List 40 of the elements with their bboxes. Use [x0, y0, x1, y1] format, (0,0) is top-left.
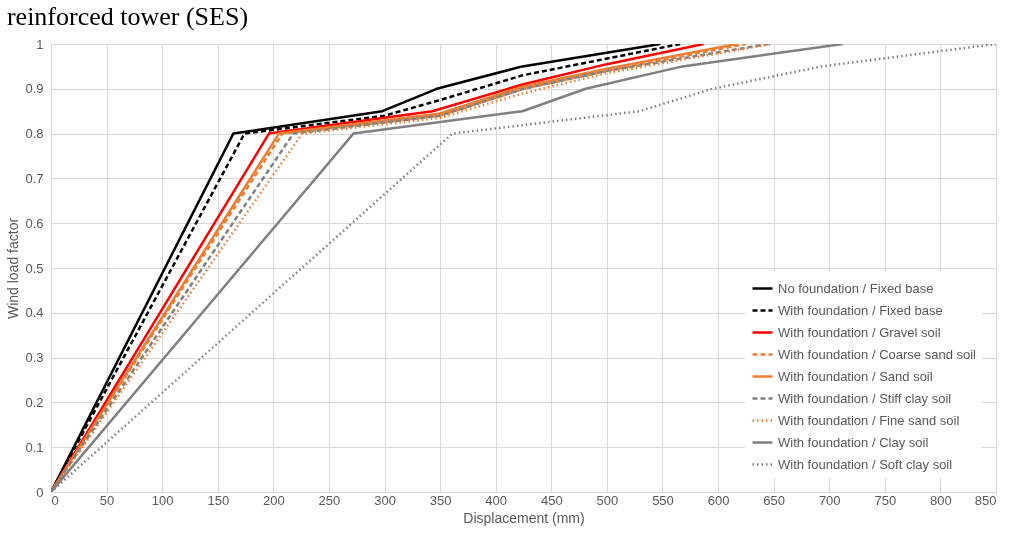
x-tick-label: 200	[263, 492, 285, 508]
legend-label: With foundation / Sand soil	[778, 368, 933, 384]
legend-label: With foundation / Clay soil	[778, 434, 929, 450]
x-tick-label: 500	[596, 492, 619, 508]
y-tick-label: 0.2	[25, 394, 44, 410]
x-tick-label: 100	[151, 492, 174, 508]
y-tick-label: 0.3	[25, 350, 44, 366]
x-tick-label: 350	[429, 492, 452, 508]
y-tick-label: 0.4	[25, 305, 44, 321]
y-tick-label: 0.8	[25, 126, 44, 142]
x-tick-label: 0	[51, 492, 59, 508]
x-axis-title: Displacement (mm)	[463, 509, 585, 526]
x-tick-label: 300	[374, 492, 396, 508]
x-tick-label: 150	[207, 492, 230, 508]
y-tick-label: 0.6	[25, 215, 44, 231]
legend-label: With foundation / Gravel soil	[778, 324, 941, 340]
x-tick-label: 250	[318, 492, 341, 508]
legend-label: With foundation / Stiff clay soil	[778, 390, 952, 406]
y-tick-label: 1	[36, 36, 44, 52]
x-tick-label: 50	[99, 492, 115, 508]
y-axis-title: Wind load factor	[5, 217, 22, 320]
x-tick-label: 850	[974, 492, 997, 508]
x-tick-label: 750	[874, 492, 897, 508]
legend-label: With foundation / Fixed base	[778, 302, 943, 318]
x-tick-label: 600	[707, 492, 730, 508]
legend-label: With foundation / Coarse sand soil	[778, 346, 977, 362]
y-tick-label: 0.9	[25, 81, 44, 97]
chart-title: reinforced tower (SES)	[6, 2, 249, 31]
y-tick-label: 0.1	[25, 439, 44, 455]
y-tick-label: 0.5	[25, 260, 44, 276]
legend-label: With foundation / Soft clay soil	[778, 456, 953, 472]
x-tick-label: 800	[930, 492, 952, 508]
x-tick-label: 700	[818, 492, 841, 508]
y-tick-label: 0.7	[25, 170, 44, 186]
x-tick-label: 650	[763, 492, 785, 508]
x-tick-label: 400	[485, 492, 508, 508]
legend-label: With foundation / Fine sand soil	[778, 412, 960, 428]
x-tick-label: 450	[540, 492, 563, 508]
x-tick-label: 550	[652, 492, 674, 508]
legend-label: No foundation / Fixed base	[778, 280, 934, 296]
